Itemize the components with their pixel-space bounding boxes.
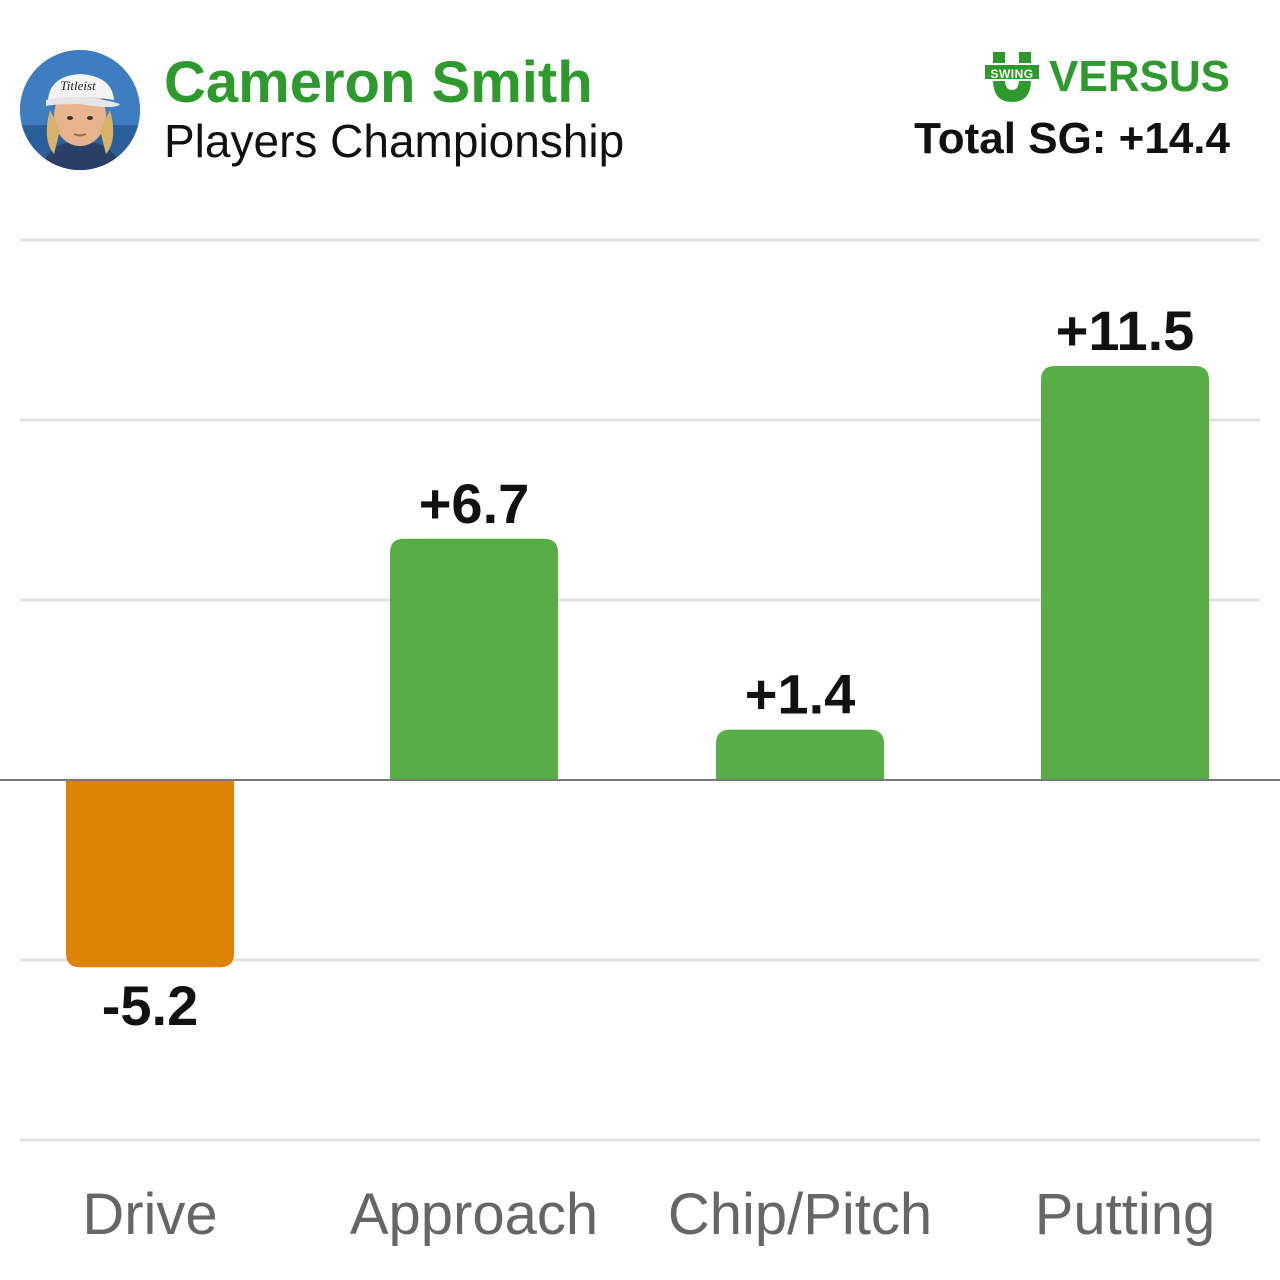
player-avatar: Titleist xyxy=(20,50,140,170)
swing-versus-logo: SWING VERSUS xyxy=(983,50,1230,104)
bar-putting xyxy=(1041,366,1209,780)
player-photo-icon: Titleist xyxy=(20,50,140,170)
chart-header: Titleist Cameron Smith Players Champions… xyxy=(0,0,1280,200)
bar-chip-pitch xyxy=(716,729,884,780)
bar-approach xyxy=(390,538,558,780)
event-name: Players Championship xyxy=(164,115,625,167)
value-labels: -5.2 +6.7 +1.4 +11.5 xyxy=(102,299,1195,1037)
total-sg: Total SG: +14.4 xyxy=(914,114,1230,163)
logo-text: VERSUS xyxy=(1049,52,1230,101)
logo-u-icon: SWING xyxy=(983,50,1042,104)
value-label-drive: -5.2 xyxy=(102,974,199,1037)
player-name: Cameron Smith xyxy=(164,50,593,115)
value-label-chip-pitch: +1.4 xyxy=(745,663,856,726)
category-label-chip-pitch: Chip/Pitch xyxy=(668,1182,932,1247)
svg-text:Titleist: Titleist xyxy=(60,78,96,93)
category-labels: Drive Approach Chip/Pitch Putting xyxy=(82,1182,1215,1247)
value-label-putting: +11.5 xyxy=(1056,299,1195,362)
category-label-approach: Approach xyxy=(350,1182,598,1247)
value-label-approach: +6.7 xyxy=(419,472,530,535)
category-label-drive: Drive xyxy=(82,1182,217,1247)
logo-swing-badge: SWING xyxy=(983,63,1042,81)
category-label-putting: Putting xyxy=(1035,1182,1216,1247)
bars xyxy=(66,366,1209,968)
bar-drive xyxy=(66,780,234,968)
